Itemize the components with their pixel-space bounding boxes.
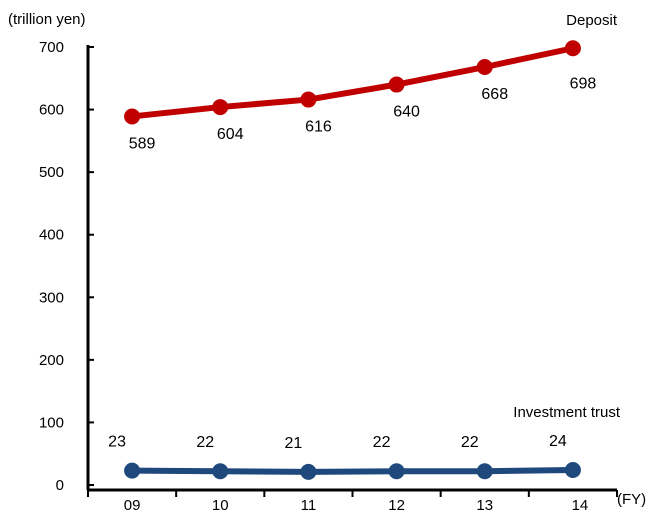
investment-trust-data-label: 21: [285, 435, 303, 452]
deposit-series-name: Deposit: [566, 12, 618, 29]
deposit-data-label: 616: [305, 119, 332, 136]
y-tick-label: 300: [39, 289, 64, 306]
deposit-point: [564, 40, 581, 57]
investment-trust-data-label: 22: [461, 434, 479, 451]
deposit-point: [476, 59, 493, 76]
investment-trust-point: [388, 463, 405, 480]
investment-trust-point: [212, 463, 229, 480]
deposit-data-label: 668: [481, 86, 508, 103]
series-layer: 589 604 616 640 668 698 Deposit 23 22 21 22 22 24 Inv…: [108, 12, 621, 480]
y-tick-label: 700: [39, 39, 64, 56]
investment-trust-data-label: 22: [373, 434, 391, 451]
deposit-point: [212, 99, 229, 116]
x-tick-label: 14: [572, 497, 589, 514]
deposit-line: [129, 45, 576, 120]
investment-trust-data-label: 23: [108, 434, 126, 451]
investment-trust-line: [129, 466, 576, 475]
y-tick-label: 0: [56, 477, 64, 494]
deposit-data-label: 589: [129, 135, 156, 152]
y-unit-label: (trillion yen): [8, 11, 86, 28]
investment-trust-point: [564, 461, 581, 478]
x-tick-label: 13: [476, 497, 493, 514]
x-tick-label: 10: [212, 497, 229, 514]
x-tick-label: 11: [301, 497, 317, 514]
y-tick-label: 200: [39, 352, 64, 369]
deposit-data-label: 604: [217, 126, 244, 143]
y-ticks: 0 100 200 300 400 500 600 700: [39, 39, 94, 494]
deposit-point: [300, 91, 317, 108]
y-tick-label: 600: [39, 102, 64, 119]
investment-trust-data-label: 24: [549, 433, 567, 450]
investment-trust-point: [124, 462, 141, 479]
investment-trust-point: [476, 463, 493, 480]
investment-trust-series-name: Investment trust: [513, 404, 621, 421]
x-unit-label: (FY): [617, 491, 646, 508]
x-tick-label: 12: [388, 497, 405, 514]
deposit-data-label: 640: [393, 104, 420, 121]
investment-trust-point: [300, 463, 317, 480]
deposit-point: [124, 108, 141, 125]
y-tick-label: 100: [39, 414, 64, 431]
x-ticks: 09 10 11 12 13 14: [87, 490, 618, 514]
y-tick-label: 400: [39, 227, 64, 244]
deposit-data-label: 698: [570, 75, 597, 92]
x-tick-label: 09: [124, 497, 141, 514]
y-tick-label: 500: [39, 164, 64, 181]
deposit-point: [388, 76, 405, 93]
investment-trust-data-label: 22: [196, 434, 214, 451]
